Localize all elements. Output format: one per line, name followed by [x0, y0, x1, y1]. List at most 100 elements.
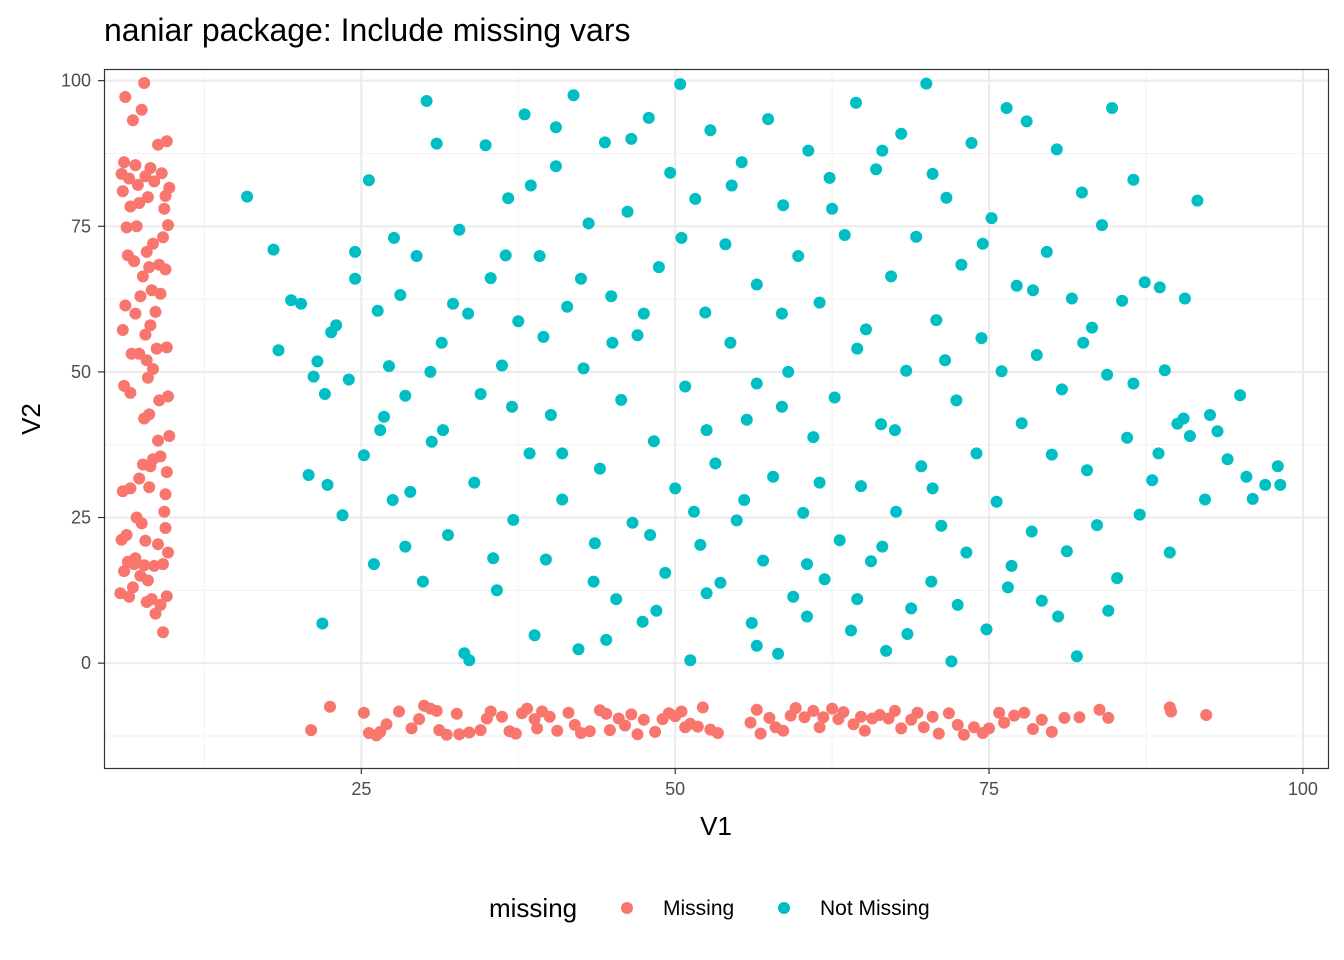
point-missing [583, 725, 596, 738]
point-not-missing [910, 230, 923, 243]
point-not-missing [855, 480, 867, 493]
point-not-missing [631, 329, 644, 342]
point-not-missing [605, 290, 618, 303]
point-not-missing [813, 296, 826, 309]
y-axis-title: V2 [16, 403, 46, 435]
point-missing [116, 324, 129, 336]
point-not-missing [549, 160, 562, 173]
point-not-missing [782, 365, 795, 378]
point-not-missing [582, 217, 595, 230]
point-not-missing [399, 389, 412, 402]
point-not-missing [684, 654, 697, 667]
point-not-missing [738, 494, 751, 506]
point-not-missing [659, 566, 672, 579]
point-missing [691, 720, 704, 733]
point-not-missing [1081, 464, 1093, 477]
point-not-missing [1030, 349, 1043, 361]
point-not-missing [1055, 383, 1068, 396]
point-not-missing [528, 629, 541, 642]
point-missing [115, 533, 128, 546]
point-not-missing [383, 360, 395, 373]
point-missing [126, 114, 139, 127]
point-missing [147, 363, 159, 375]
point-not-missing [1152, 447, 1165, 460]
point-not-missing [689, 192, 702, 205]
point-not-missing [1065, 292, 1078, 305]
point-missing [154, 287, 167, 300]
point-not-missing [740, 413, 753, 426]
point-not-missing [349, 245, 362, 258]
point-not-missing [285, 294, 298, 307]
point-missing [124, 386, 137, 399]
point-missing [305, 724, 318, 737]
point-missing [133, 472, 146, 485]
point-missing [568, 718, 581, 731]
point-not-missing [1183, 430, 1196, 442]
point-missing [140, 596, 153, 608]
point-not-missing [374, 424, 387, 437]
point-not-missing [549, 121, 562, 134]
point-not-missing [1178, 292, 1191, 305]
point-missing [1102, 711, 1115, 724]
point-not-missing [735, 156, 748, 169]
point-missing [157, 231, 169, 244]
point-not-missing [378, 410, 390, 423]
legend-item-not-missing: Not Missing [778, 897, 930, 920]
point-not-missing [435, 336, 448, 349]
point-missing [162, 546, 174, 559]
point-not-missing [311, 355, 324, 368]
point-missing [450, 707, 463, 720]
point-not-missing [1211, 425, 1224, 438]
point-not-missing [533, 250, 546, 262]
point-not-missing [995, 365, 1008, 378]
point-not-missing [1234, 389, 1247, 402]
point-missing [696, 701, 709, 714]
legend-title: missing [489, 893, 577, 923]
point-not-missing [880, 644, 893, 657]
point-not-missing [615, 393, 628, 406]
point-missing [855, 710, 867, 723]
point-not-missing [410, 250, 423, 262]
grid-lines [104, 69, 1328, 768]
point-not-missing [330, 319, 343, 332]
point-missing [139, 170, 152, 183]
point-not-missing [1075, 186, 1088, 199]
point-not-missing [792, 250, 805, 262]
point-not-missing [1060, 545, 1073, 558]
point-missing [1045, 725, 1058, 738]
point-not-missing [430, 137, 443, 150]
point-not-missing [950, 394, 963, 407]
point-not-missing [462, 307, 475, 320]
point-not-missing [1015, 417, 1028, 430]
point-not-missing [499, 249, 512, 262]
point-missing [143, 261, 156, 274]
point-not-missing [1163, 546, 1176, 559]
point-missing [813, 721, 826, 734]
point-not-missing [1091, 519, 1103, 532]
point-not-missing [367, 558, 380, 571]
point-missing [131, 178, 144, 191]
x-tick-label: 25 [351, 779, 371, 799]
point-not-missing [1020, 115, 1033, 128]
point-not-missing [1096, 219, 1108, 232]
point-not-missing [730, 514, 743, 527]
point-not-missing [700, 587, 713, 600]
point-missing [600, 707, 613, 720]
point-not-missing [625, 132, 638, 145]
point-missing [160, 590, 173, 603]
point-not-missing [985, 212, 998, 225]
point-not-missing [588, 537, 601, 550]
point-missing [138, 77, 151, 89]
point-missing [160, 341, 173, 354]
point-missing [675, 705, 688, 718]
point-not-missing [1001, 581, 1014, 594]
point-missing [118, 565, 131, 578]
y-tick-label: 0 [81, 653, 91, 673]
point-not-missing [876, 144, 889, 157]
point-not-missing [302, 469, 315, 481]
panel-border [103, 68, 1330, 770]
x-axis-title: V1 [700, 811, 732, 841]
point-missing [440, 728, 453, 741]
point-not-missing [955, 258, 968, 271]
point-missing [144, 460, 157, 473]
